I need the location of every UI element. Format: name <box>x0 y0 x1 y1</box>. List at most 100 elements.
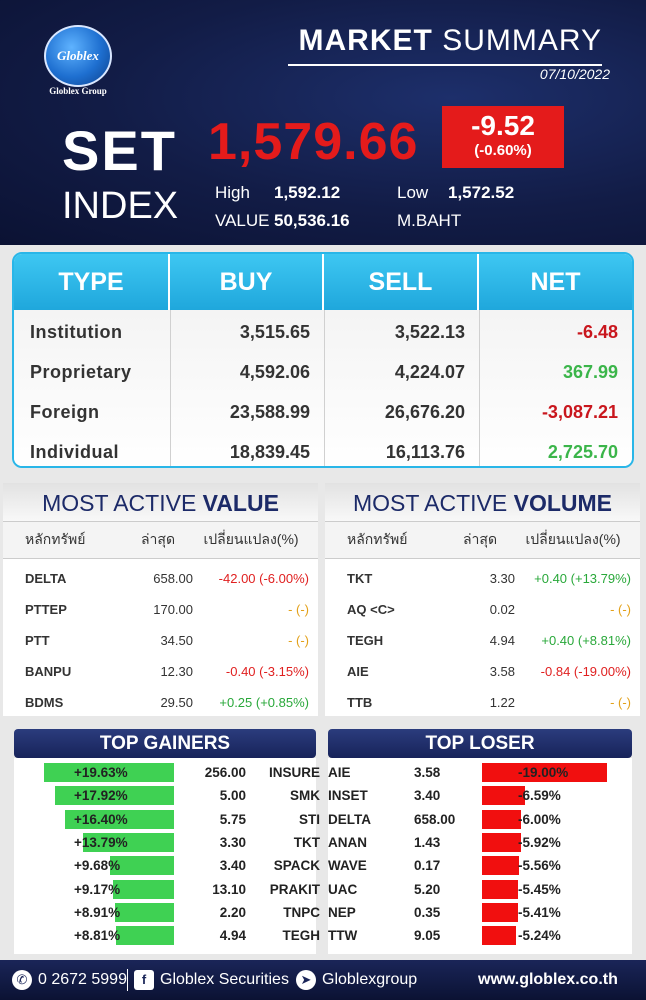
gainer-pct: +9.17% <box>74 881 121 897</box>
list-item[interactable]: TTB 1.22 - (-) <box>325 687 640 718</box>
loser-pct: -5.24% <box>518 928 561 944</box>
loser-row[interactable]: ANAN 1.43 -5.92% <box>328 832 634 854</box>
facebook-icon: f <box>134 970 154 990</box>
list-item[interactable]: AIE 3.58 -0.84 (-19.00%) <box>325 656 640 687</box>
gainer-row[interactable]: +8.91% 2.20 TNPC <box>14 902 320 924</box>
row-type: Proprietary <box>30 361 132 382</box>
loser-pct: -5.41% <box>518 904 561 920</box>
row-buy: 3,515.65 <box>239 321 310 342</box>
loser-row[interactable]: AIE 3.58 -19.00% <box>328 762 634 784</box>
loser-pct: -5.92% <box>518 834 561 850</box>
gainer-bar <box>65 809 174 829</box>
gainer-pct: +16.40% <box>74 811 128 827</box>
item-symbol: AQ <C> <box>347 602 395 617</box>
value-amount: 50,536.16 <box>274 211 350 230</box>
gainer-row[interactable]: +13.79% 3.30 TKT <box>14 832 320 854</box>
item-change: +0.40 (+8.81%) <box>541 633 631 648</box>
gainer-row[interactable]: +8.81% 4.94 TEGH <box>14 925 320 947</box>
list-item[interactable]: PTTEP 170.00 - (-) <box>3 594 318 625</box>
item-change: +0.25 (+0.85%) <box>219 695 309 710</box>
loser-row[interactable]: WAVE 0.17 -5.56% <box>328 855 634 877</box>
item-change: -0.84 (-19.00%) <box>540 664 631 679</box>
most-active-value-title: MOST ACTIVE VALUE <box>3 483 318 521</box>
header-type: TYPE <box>14 254 170 310</box>
item-last: 1.22 <box>489 695 515 710</box>
most-active-volume-title: MOST ACTIVE VOLUME <box>325 483 640 521</box>
header-sell: SELL <box>324 254 479 310</box>
column-divider <box>170 310 171 466</box>
gainer-row[interactable]: +9.68% 3.40 SPACK <box>14 855 320 877</box>
item-last: 3.30 <box>489 571 515 586</box>
row-sell: 4,224.07 <box>394 361 465 382</box>
item-symbol: AIE <box>347 664 369 679</box>
gainer-pct: +17.92% <box>74 788 128 804</box>
loser-bar <box>482 926 517 946</box>
list-item[interactable]: BANPU 12.30 -0.40 (-3.15%) <box>3 656 318 687</box>
loser-price: 658.00 <box>414 811 456 827</box>
website-link[interactable]: www.globlex.co.th <box>478 971 618 988</box>
loser-row[interactable]: DELTA 658.00 -6.00% <box>328 809 634 831</box>
header-symbol: หลักทรัพย์ <box>25 531 86 547</box>
loser-pct: -19.00% <box>518 765 569 780</box>
item-symbol: BANPU <box>25 664 72 679</box>
header-net: NET <box>530 267 581 296</box>
phone-number[interactable]: 0 2672 5999 <box>38 971 127 988</box>
loser-bar <box>482 786 526 806</box>
item-last: 29.50 <box>160 695 193 710</box>
list-item[interactable]: BDMS 29.50 +0.25 (+0.85%) <box>3 687 318 718</box>
loser-row[interactable]: TTW 9.05 -5.24% <box>328 925 634 947</box>
telegram-icon: ➤ <box>296 970 316 990</box>
gainer-row[interactable]: +16.40% 5.75 STI <box>14 809 320 831</box>
gainer-bar <box>44 763 174 782</box>
gainer-symbol: TNPC <box>283 904 320 920</box>
low-value: 1,572.52 <box>448 183 515 202</box>
item-last: 34.50 <box>160 633 193 648</box>
loser-pct: -5.45% <box>518 881 561 897</box>
item-last: 3.58 <box>489 664 515 679</box>
list-item[interactable]: PTT 34.50 - (-) <box>3 625 318 656</box>
gainer-row[interactable]: +17.92% 5.00 SMK <box>14 785 320 807</box>
loser-price: 0.17 <box>414 858 441 874</box>
table-row: Institution 3,515.65 3,522.13 -6.48 <box>14 312 632 352</box>
loser-bar <box>482 832 521 852</box>
list-item[interactable]: TEGH 4.94 +0.40 (+8.81%) <box>325 625 640 656</box>
header-last: ล่าสุด <box>140 531 176 547</box>
most-active-value-title-b: VALUE <box>202 490 279 516</box>
gainer-price: 4.94 <box>219 928 246 944</box>
list-item[interactable]: DELTA 658.00 -42.00 (-6.00%) <box>3 563 318 594</box>
loser-pct: -6.59% <box>518 788 561 804</box>
gainer-bar <box>109 856 174 876</box>
table-row: Proprietary 4,592.06 4,224.07 367.99 <box>14 352 632 392</box>
gainer-price: 5.75 <box>219 811 246 827</box>
list-item[interactable]: TKT 3.30 +0.40 (+13.79%) <box>325 563 640 594</box>
loser-row[interactable]: UAC 5.20 -5.45% <box>328 879 634 901</box>
gainer-bar <box>82 832 174 852</box>
telegram-link[interactable]: Globlexgroup <box>322 971 418 988</box>
header-change: เปลี่ยนแปลง(%) <box>525 531 621 547</box>
row-net: -6.48 <box>576 321 618 342</box>
summary-header: Globlex Globlex Group MARKET SUMMARY 07/… <box>0 0 646 245</box>
header-change: เปลี่ยนแปลง(%) <box>203 531 299 547</box>
row-net: 367.99 <box>562 361 618 382</box>
title-underline <box>288 64 602 66</box>
loser-row[interactable]: NEP 0.35 -5.41% <box>328 902 634 924</box>
loser-bar <box>482 856 519 876</box>
list-item[interactable]: AQ <C> 0.02 - (-) <box>325 594 640 625</box>
top-gainers-title: TOP GAINERS <box>14 729 316 758</box>
most-active-value-panel: MOST ACTIVE VALUE หลักทรัพย์ ล่าสุด เปลี… <box>3 483 318 716</box>
gainer-bar <box>55 786 174 806</box>
facebook-link[interactable]: Globlex Securities <box>160 971 289 988</box>
most-active-value-title-a: MOST ACTIVE <box>42 490 203 516</box>
item-last: 0.02 <box>489 602 515 617</box>
loser-price: 5.20 <box>414 881 441 897</box>
loser-row[interactable]: INSET 3.40 -6.59% <box>328 785 634 807</box>
gainer-row[interactable]: +9.17% 13.10 PRAKIT <box>14 879 320 901</box>
gainer-symbol: TEGH <box>282 928 320 944</box>
item-symbol: TKT <box>347 571 373 586</box>
gainer-row[interactable]: +19.63% 256.00 INSURE <box>14 762 320 784</box>
gainer-price: 3.30 <box>219 834 246 850</box>
top-loser-title: TOP LOSER <box>328 729 632 758</box>
item-change: - (-) <box>610 695 631 710</box>
row-net: -3,087.21 <box>541 401 618 422</box>
item-change: -0.40 (-3.15%) <box>225 664 309 679</box>
